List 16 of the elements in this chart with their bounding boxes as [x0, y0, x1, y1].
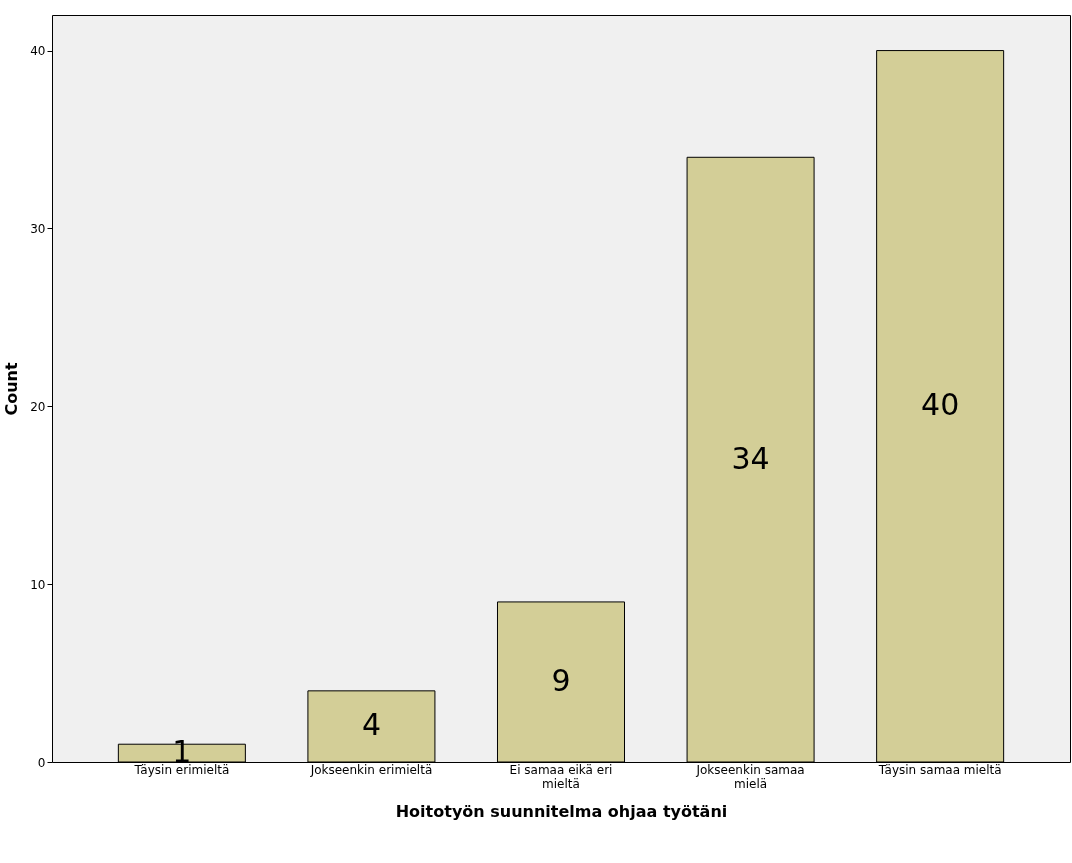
y-tick-label: 30 [30, 221, 46, 236]
x-tick-label: Ei samaa eikä eri mieltä [509, 762, 613, 791]
x-axis-title: Hoitotyön suunnitelma ohjaa työtäni [395, 801, 728, 821]
x-tick-label: Jokseenkin erimieltä [309, 762, 433, 777]
y-tick-label: 0 [37, 755, 46, 770]
x-tick-label: Täysin samaa mieltä [877, 762, 1002, 777]
y-tick-label: 20 [30, 399, 46, 414]
y-tick-label: 40 [30, 44, 46, 59]
y-axis-title: Count [2, 362, 22, 416]
data-label: 34 [731, 440, 770, 476]
x-tick-label: Täysin erimieltä [133, 762, 230, 777]
y-tick-label: 10 [30, 577, 46, 592]
data-label: 4 [361, 707, 381, 743]
data-label: 9 [551, 662, 571, 698]
x-tick-label: Jokseenkin samaa mielä [695, 762, 805, 791]
data-label: 40 [921, 387, 960, 423]
